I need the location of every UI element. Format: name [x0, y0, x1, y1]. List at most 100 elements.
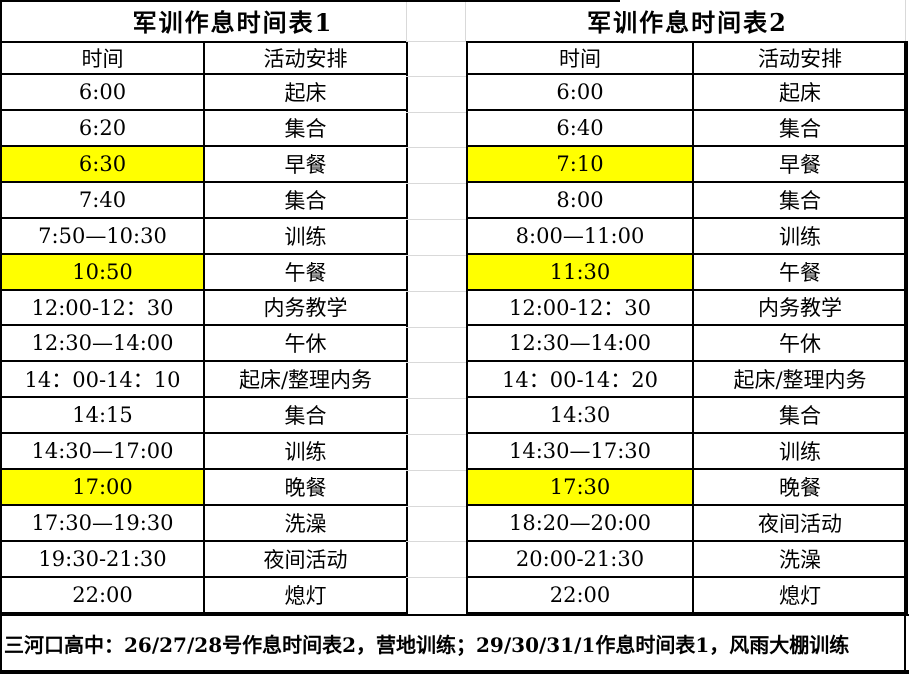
- activity-cell[interactable]: 晚餐: [203, 468, 408, 507]
- time-cell[interactable]: 10:50: [0, 252, 205, 291]
- table-row: 11:30 午餐: [466, 252, 908, 291]
- time-cell[interactable]: 18:20—20:00: [466, 504, 694, 542]
- table-2-title[interactable]: 军训作息时间表2: [587, 8, 788, 37]
- time-cell[interactable]: 6:30: [0, 144, 205, 183]
- time-cell[interactable]: 8:00: [466, 180, 694, 219]
- activity-cell[interactable]: 起床/整理内务: [203, 360, 408, 399]
- time-cell[interactable]: 22:00: [466, 575, 694, 615]
- activity-cell[interactable]: 早餐: [692, 144, 908, 183]
- gridline: [406, 256, 466, 292]
- outer-border-bottom: [0, 670, 909, 674]
- time-cell[interactable]: 11:30: [466, 252, 694, 291]
- activity-cell[interactable]: 洗澡: [203, 504, 408, 542]
- activity-cell[interactable]: 训练: [203, 432, 408, 471]
- column-header-time[interactable]: 时间: [0, 41, 205, 75]
- activity-cell[interactable]: 集合: [692, 108, 908, 147]
- column-header-time[interactable]: 时间: [466, 41, 694, 75]
- gridline: [905, 0, 906, 41]
- table-row: 7:50—10:30 训练: [0, 216, 408, 255]
- activity-cell[interactable]: 早餐: [203, 144, 408, 183]
- table-row: 12:00-12：30 内务教学: [466, 288, 908, 327]
- time-cell[interactable]: 8:00—11:00: [466, 216, 694, 255]
- column-header-activity[interactable]: 活动安排: [203, 41, 408, 75]
- activity-cell[interactable]: 夜间活动: [692, 504, 908, 542]
- gridline: [406, 41, 466, 77]
- time-cell[interactable]: 20:00-21:30: [466, 539, 694, 578]
- time-cell[interactable]: 14:30: [466, 396, 694, 435]
- gridline: [406, 292, 466, 328]
- time-cell[interactable]: 22:00: [0, 575, 205, 615]
- table-row: 22:00 熄灯: [466, 575, 908, 615]
- table-row: 14:30—17:30 训练: [466, 432, 908, 471]
- time-cell[interactable]: 14：00-14：20: [466, 360, 694, 399]
- time-cell[interactable]: 6:00: [0, 73, 205, 111]
- gridline: [406, 77, 466, 113]
- table-row: 17:30—19:30 洗澡: [0, 504, 408, 542]
- table-row: 14：00-14：10 起床/整理内务: [0, 360, 408, 399]
- activity-cell[interactable]: 训练: [692, 216, 908, 255]
- table-row: 12:00-12：30 内务教学: [0, 288, 408, 327]
- activity-cell[interactable]: 内务教学: [203, 288, 408, 327]
- activity-cell[interactable]: 洗澡: [692, 539, 908, 578]
- time-cell[interactable]: 7:10: [466, 144, 694, 183]
- activity-cell[interactable]: 集合: [692, 180, 908, 219]
- time-cell[interactable]: 12:00-12：30: [0, 288, 205, 327]
- time-cell[interactable]: 17:00: [0, 468, 205, 507]
- activity-cell[interactable]: 起床/整理内务: [692, 360, 908, 399]
- table-row: 14:15 集合: [0, 396, 408, 435]
- time-cell[interactable]: 12:00-12：30: [466, 288, 694, 327]
- activity-cell[interactable]: 内务教学: [692, 288, 908, 327]
- activity-cell[interactable]: 午餐: [692, 252, 908, 291]
- activity-cell[interactable]: 晚餐: [692, 468, 908, 507]
- table-row: 6:40 集合: [466, 108, 908, 147]
- activity-cell[interactable]: 起床: [203, 73, 408, 111]
- time-cell[interactable]: 12:30—14:00: [466, 324, 694, 363]
- time-cell[interactable]: 6:20: [0, 108, 205, 147]
- gridline: [406, 507, 466, 543]
- time-cell[interactable]: 17:30—19:30: [0, 504, 205, 542]
- activity-cell[interactable]: 熄灯: [692, 575, 908, 615]
- activity-cell[interactable]: 午餐: [203, 252, 408, 291]
- outer-border-top: [0, 0, 620, 2]
- activity-cell[interactable]: 夜间活动: [203, 539, 408, 578]
- time-cell[interactable]: 12:30—14:00: [0, 324, 205, 363]
- time-cell[interactable]: 14:15: [0, 396, 205, 435]
- footer-note: 三河口高中：26/27/28号作息时间表2，营地训练；29/30/31/1作息时…: [0, 614, 909, 670]
- outer-border-right: [904, 41, 906, 674]
- time-cell[interactable]: 7:50—10:30: [0, 216, 205, 255]
- time-cell[interactable]: 14:30—17:30: [466, 432, 694, 471]
- activity-cell[interactable]: 午休: [203, 324, 408, 363]
- schedule-table-2: 时间 活动安排 6:00 起床 6:40 集合 7:10 早餐 8:00 集合 8:00—11:…: [466, 41, 908, 615]
- table-row: 8:00 集合: [466, 180, 908, 219]
- activity-cell[interactable]: 训练: [203, 216, 408, 255]
- table-1-title[interactable]: 军训作息时间表1: [132, 8, 334, 37]
- gridline: [406, 148, 466, 185]
- table-row: 6:00 起床: [466, 73, 908, 111]
- gridline: [406, 578, 466, 614]
- table-row: 14：00-14：20 起床/整理内务: [466, 360, 908, 399]
- time-cell[interactable]: 19:30-21:30: [0, 539, 205, 578]
- activity-cell[interactable]: 集合: [203, 180, 408, 219]
- gridline: [406, 184, 466, 221]
- gridline: [465, 0, 466, 41]
- activity-cell[interactable]: 熄灯: [203, 575, 408, 615]
- gridline: [406, 363, 466, 400]
- outer-border-left: [0, 0, 2, 674]
- activity-cell[interactable]: 集合: [203, 396, 408, 435]
- gridline: [406, 220, 466, 256]
- time-cell[interactable]: 7:40: [0, 180, 205, 219]
- table-row: 8:00—11:00 训练: [466, 216, 908, 255]
- activity-cell[interactable]: 训练: [692, 432, 908, 471]
- gridline: [406, 399, 466, 435]
- time-cell[interactable]: 6:00: [466, 73, 694, 111]
- time-cell[interactable]: 14:30—17:00: [0, 432, 205, 471]
- activity-cell[interactable]: 集合: [692, 396, 908, 435]
- activity-cell[interactable]: 集合: [203, 108, 408, 147]
- time-cell[interactable]: 6:40: [466, 108, 694, 147]
- activity-cell[interactable]: 起床: [692, 73, 908, 111]
- time-cell[interactable]: 14：00-14：10: [0, 360, 205, 399]
- column-header-activity[interactable]: 活动安排: [692, 41, 908, 75]
- activity-cell[interactable]: 午休: [692, 324, 908, 363]
- time-cell[interactable]: 17:30: [466, 468, 694, 507]
- schedule-table-1: 时间 活动安排 6:00 起床 6:20 集合 6:30 早餐 7:40 集合 7:50—10:…: [0, 41, 408, 615]
